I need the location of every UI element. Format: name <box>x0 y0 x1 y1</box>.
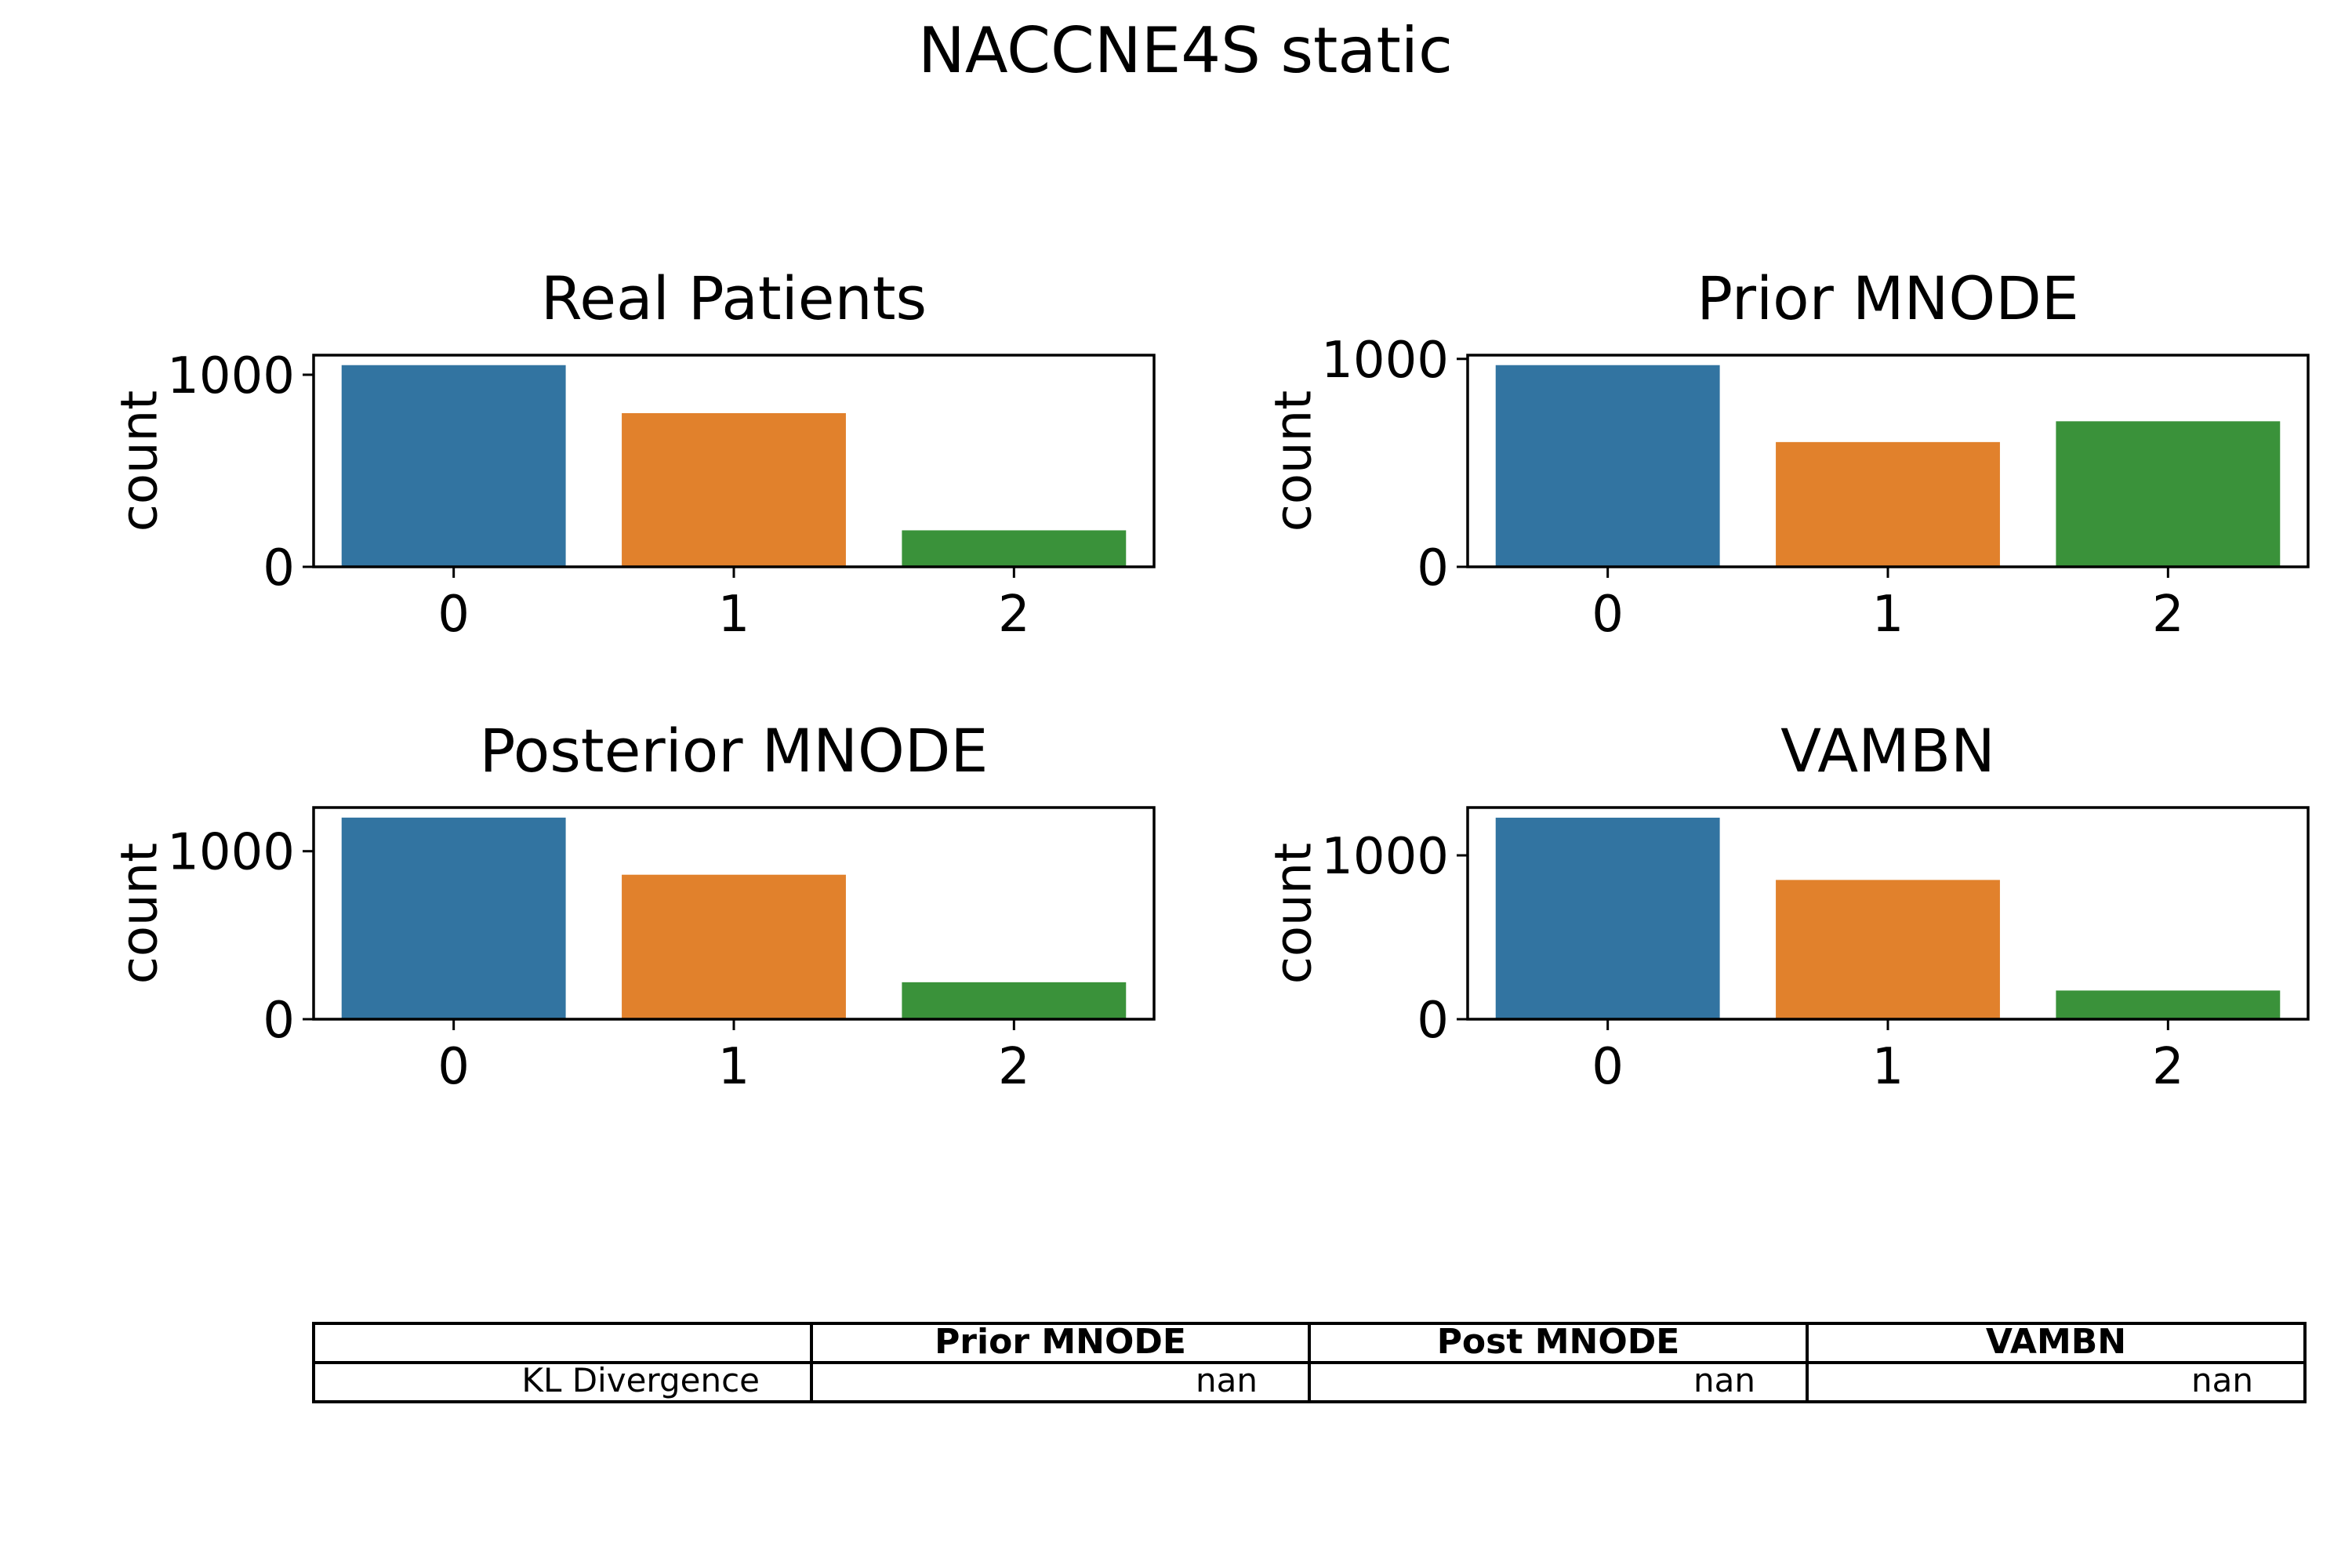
table-row-label: KL Divergence <box>521 1361 760 1399</box>
y-tick-label: 1000 <box>167 824 295 882</box>
table-cell <box>810 1361 1311 1403</box>
table-value-cell: nan <box>1196 1361 1258 1399</box>
table-cell <box>1308 1322 1809 1364</box>
table-header-cell: Prior MNODE <box>935 1322 1186 1362</box>
x-tick-label: 0 <box>437 1038 470 1096</box>
bar-2 <box>902 982 1127 1019</box>
x-tick-label: 1 <box>1872 1038 1904 1096</box>
kl-divergence-table: Prior MNODE Post MNODE VAMBN KL Divergence n… <box>312 1322 2307 1403</box>
bar-1 <box>622 874 846 1019</box>
subplot-title: VAMBN <box>1780 716 1995 786</box>
y-tick-label: 0 <box>263 992 295 1050</box>
y-tick-label: 1000 <box>1321 332 1449 390</box>
bar-2 <box>902 530 1127 567</box>
bar-1 <box>1776 441 2000 567</box>
x-tick-label: 2 <box>998 586 1030 644</box>
bar-0 <box>1495 817 1720 1019</box>
subplot-title: Real Patients <box>541 263 927 333</box>
y-tick-label: 1000 <box>1321 828 1449 886</box>
table-cell <box>1806 1322 2307 1364</box>
x-tick-label: 1 <box>718 586 750 644</box>
subplot-title: Prior MNODE <box>1697 263 2079 333</box>
x-tick-label: 2 <box>998 1038 1030 1096</box>
figure-title: NACCNE4S static <box>918 14 1453 87</box>
y-tick-label: 1000 <box>167 347 295 405</box>
y-axis-label: count <box>111 843 169 985</box>
table-cell <box>312 1322 813 1364</box>
y-axis-label: count <box>1265 390 1323 532</box>
table-header-cell: VAMBN <box>1986 1322 2126 1362</box>
bar-0 <box>1495 365 1720 567</box>
table-value-cell: nan <box>1693 1361 1755 1399</box>
table-header-cell: Post MNODE <box>1437 1322 1680 1362</box>
x-tick-label: 1 <box>718 1038 750 1096</box>
bar-0 <box>341 817 566 1019</box>
bar-1 <box>1776 880 2000 1019</box>
x-tick-label: 0 <box>437 586 470 644</box>
table-cell <box>312 1361 813 1403</box>
x-tick-label: 0 <box>1592 586 1624 644</box>
bar-2 <box>2056 990 2281 1019</box>
y-tick-label: 0 <box>1417 992 1449 1050</box>
y-tick-label: 0 <box>263 539 295 597</box>
y-tick-label: 0 <box>1417 539 1449 597</box>
table-value-cell: nan <box>2191 1361 2253 1399</box>
bar-0 <box>341 365 566 567</box>
x-tick-label: 2 <box>2152 1038 2184 1096</box>
x-tick-label: 2 <box>2152 586 2184 644</box>
x-tick-label: 0 <box>1592 1038 1624 1096</box>
table-cell <box>1806 1361 2307 1403</box>
bar-2 <box>2056 421 2281 567</box>
bar-1 <box>622 412 846 567</box>
subplot-title: Posterior MNODE <box>480 716 989 786</box>
y-axis-label: count <box>111 390 169 532</box>
x-tick-label: 1 <box>1872 586 1904 644</box>
y-axis-label: count <box>1265 843 1323 985</box>
